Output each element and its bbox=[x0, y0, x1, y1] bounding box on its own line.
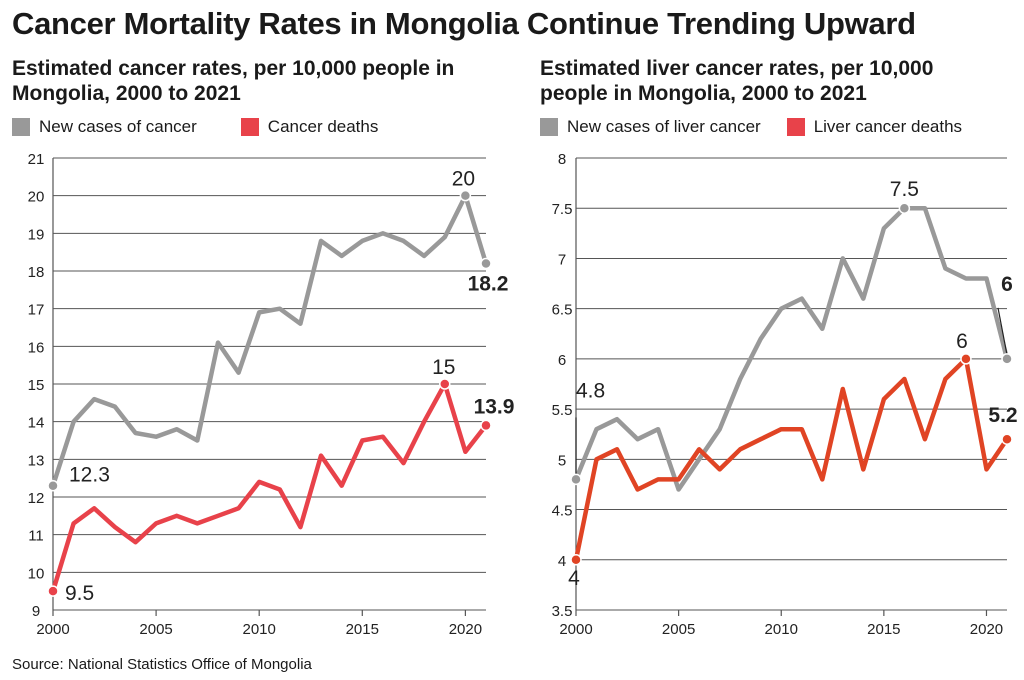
data-label: 18.2 bbox=[468, 272, 509, 295]
data-point-marker bbox=[898, 202, 911, 214]
y-tick-label: 4.5 bbox=[552, 503, 573, 520]
data-point-marker bbox=[439, 378, 451, 390]
source-note: Source: National Statistics Office of Mo… bbox=[12, 656, 312, 673]
data-label: 6 bbox=[956, 330, 968, 353]
x-tick-label: 2010 bbox=[765, 621, 798, 638]
x-tick-label: 2000 bbox=[559, 621, 592, 638]
y-tick-label: 16 bbox=[28, 339, 45, 356]
y-tick-label: 20 bbox=[28, 189, 45, 206]
data-label: 20 bbox=[452, 168, 475, 191]
y-tick-label: 13 bbox=[28, 452, 45, 469]
x-tick-label: 2020 bbox=[970, 621, 1003, 638]
legend-swatch-gray bbox=[540, 118, 558, 136]
data-point-marker bbox=[960, 353, 972, 365]
data-label: 15 bbox=[432, 356, 455, 379]
series-line-deaths bbox=[573, 356, 1010, 563]
annotation-leader bbox=[997, 307, 1008, 356]
legend-item-new-cases: New cases of cancer bbox=[12, 117, 197, 137]
y-tick-label: 8 bbox=[558, 151, 566, 168]
y-tick-label: 9 bbox=[32, 603, 40, 620]
data-point-marker bbox=[570, 473, 582, 486]
legend-label: Liver cancer deaths bbox=[813, 117, 963, 136]
data-label: 5.2 bbox=[988, 404, 1017, 427]
y-tick-label: 14 bbox=[28, 415, 45, 432]
data-label: 6 bbox=[1001, 273, 1013, 296]
y-tick-label: 15 bbox=[28, 377, 45, 394]
right-chart-title: Estimated liver cancer rates, per 10,000… bbox=[540, 57, 934, 105]
data-point-marker bbox=[480, 257, 492, 270]
data-point-marker bbox=[1001, 353, 1013, 365]
data-point-marker bbox=[1001, 433, 1013, 445]
x-tick-label: 2005 bbox=[662, 621, 695, 638]
left-chart-title: Estimated cancer rates, per 10,000 peopl… bbox=[12, 57, 455, 105]
data-point-marker bbox=[459, 189, 472, 202]
data-point-marker bbox=[480, 419, 492, 432]
y-tick-label: 21 bbox=[28, 151, 45, 168]
left-legend: New cases of cancer Cancer deaths bbox=[12, 117, 422, 137]
data-label: 9.5 bbox=[65, 582, 94, 605]
data-label: 13.9 bbox=[474, 395, 515, 418]
y-tick-label: 17 bbox=[28, 302, 45, 319]
legend-label: New cases of liver cancer bbox=[567, 117, 761, 136]
y-tick-label: 6.5 bbox=[552, 302, 573, 319]
series-line-new-cases bbox=[50, 193, 489, 488]
legend-item-deaths: Cancer deaths bbox=[240, 117, 379, 137]
legend-swatch-gray bbox=[12, 118, 30, 136]
y-tick-label: 10 bbox=[28, 565, 45, 582]
legend-item-liver-deaths: Liver cancer deaths bbox=[786, 117, 963, 137]
x-tick-label: 2010 bbox=[243, 621, 276, 638]
y-tick-label: 12 bbox=[28, 490, 45, 507]
x-tick-label: 2020 bbox=[449, 621, 482, 638]
y-tick-label: 3.5 bbox=[552, 603, 573, 620]
data-label: 12.3 bbox=[69, 464, 110, 487]
series-line-new-cases bbox=[573, 205, 1010, 492]
legend-swatch-red bbox=[786, 118, 805, 136]
y-tick-label: 5 bbox=[558, 452, 566, 469]
legend-item-liver-new-cases: New cases of liver cancer bbox=[540, 117, 761, 137]
y-tick-label: 7 bbox=[558, 251, 566, 268]
legend-label: Cancer deaths bbox=[267, 117, 379, 136]
data-point-marker bbox=[47, 585, 59, 597]
x-tick-label: 2005 bbox=[139, 621, 172, 638]
page-title: Cancer Mortality Rates in Mongolia Conti… bbox=[12, 6, 916, 41]
data-label: 4 bbox=[568, 567, 580, 590]
legend-swatch-red bbox=[240, 118, 259, 136]
data-label: 7.5 bbox=[890, 178, 919, 201]
data-point-marker bbox=[570, 554, 582, 566]
y-tick-label: 18 bbox=[28, 264, 45, 281]
y-tick-label: 11 bbox=[28, 528, 44, 545]
x-tick-label: 2015 bbox=[346, 621, 379, 638]
x-tick-label: 2000 bbox=[36, 621, 69, 638]
y-tick-label: 5.5 bbox=[552, 402, 573, 419]
y-tick-label: 19 bbox=[28, 226, 45, 243]
series-line-deaths bbox=[50, 381, 489, 594]
y-tick-label: 7.5 bbox=[552, 201, 573, 218]
data-point-marker bbox=[47, 479, 59, 492]
data-label: 4.8 bbox=[576, 379, 605, 402]
x-tick-label: 2015 bbox=[867, 621, 900, 638]
right-legend: New cases of liver cancer Liver cancer d… bbox=[540, 117, 962, 137]
y-tick-label: 4 bbox=[558, 553, 566, 570]
legend-label: New cases of cancer bbox=[39, 117, 197, 136]
y-tick-label: 6 bbox=[558, 352, 566, 369]
